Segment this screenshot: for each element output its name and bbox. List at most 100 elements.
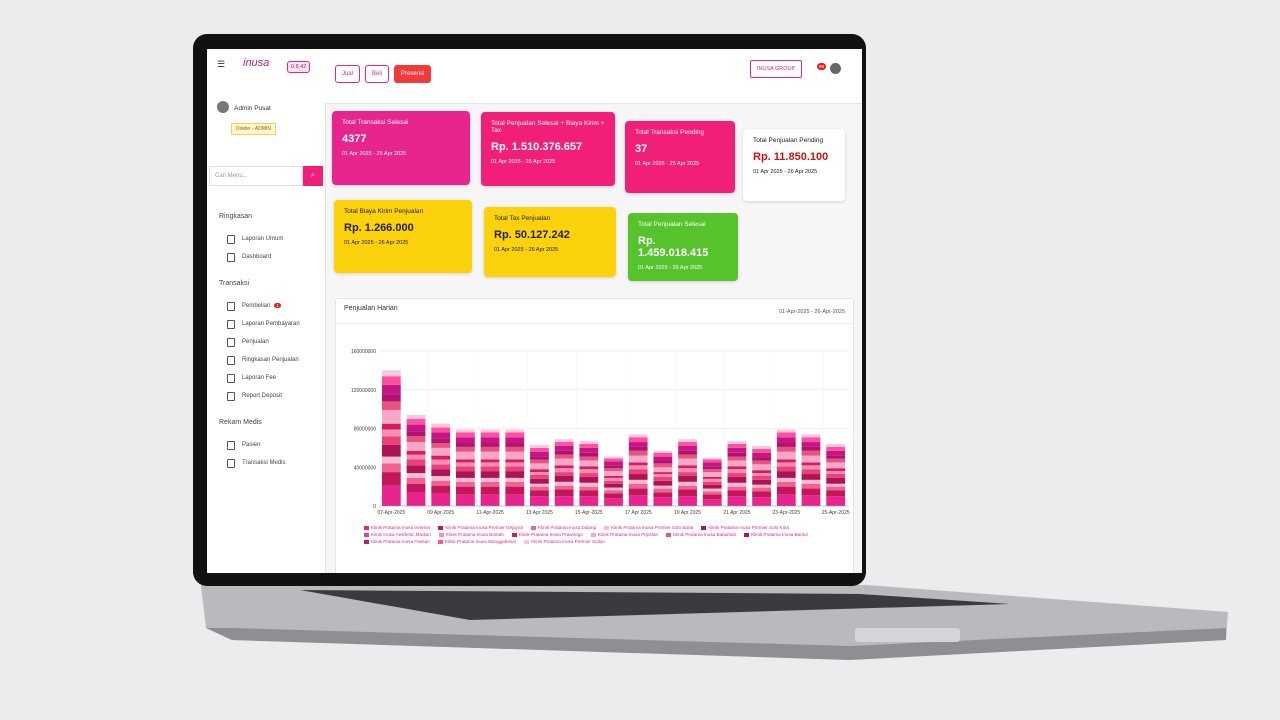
menu-item[interactable]: Laporan Fee [207, 369, 325, 387]
bar-segment [505, 451, 525, 460]
bar-segment [628, 455, 648, 463]
topbar-button[interactable]: Presensi [394, 65, 432, 83]
bar-segment [653, 463, 673, 468]
menu-badge: 1 [274, 303, 281, 308]
card-value: Rp. 11.850.100 [753, 151, 829, 163]
bar-segment [554, 450, 574, 455]
bar-segment [826, 446, 846, 451]
bar-segment [381, 376, 401, 385]
bar-segment [431, 459, 451, 465]
bar-segment [480, 466, 500, 472]
menu-item[interactable]: Pembelian 1 [207, 297, 325, 315]
menu-item[interactable]: Ringkasan Penjualan [207, 351, 325, 369]
topbar-buttons: Jual Beli Presensi [335, 65, 436, 83]
legend-swatch [364, 525, 369, 530]
bar-segment [604, 458, 623, 462]
stat-card: Total Penjualan Pending Rp. 11.850.100 01 … [743, 129, 845, 201]
bar-segment [505, 481, 525, 487]
menu-item[interactable]: Penjualan [207, 333, 325, 351]
bar-segment [826, 483, 846, 487]
bar-segment [702, 491, 722, 495]
bar-segment [530, 472, 549, 475]
legend-item[interactable]: Klinik Inusa Aesthetic Madiun [364, 532, 431, 537]
search-button[interactable]: ⌕ [303, 166, 323, 186]
bar-segment [456, 429, 475, 433]
legend-item[interactable]: Klinik Pratama Inusa Dalang [531, 525, 596, 530]
bar-segment [776, 481, 796, 487]
card-title: Total Transaksi Pending [635, 129, 705, 136]
bar-segment [752, 470, 771, 474]
legend-item[interactable]: Klinik Pratama Inusa Manggabesar [437, 539, 516, 544]
card-period: 01 Apr 2025 - 26 Apr 2025 [638, 265, 703, 271]
bar-segment [554, 442, 574, 446]
legend-item[interactable]: Klinik Pratama Inusa Premier Solo Kota [701, 525, 789, 530]
sidebar: ☰ inusa 0.8.42 Admin Pusat Dokter - ADMI… [207, 49, 326, 573]
bar-segment [406, 414, 426, 419]
y-tick-label: 80000000 [354, 427, 376, 433]
menu-item[interactable]: Laporan Umum [207, 230, 325, 248]
bar-segment [752, 457, 771, 461]
legend-swatch [531, 525, 537, 530]
menu-item[interactable]: Transaksi Medis [207, 454, 325, 472]
legend-item[interactable]: Klinik Pratama Inusa Paskan [364, 539, 430, 544]
legend-label: Klinik Pratama Inusa Veteran [371, 525, 431, 530]
bar-segment [702, 457, 722, 460]
bar-segment [406, 436, 426, 443]
bar-segment [579, 452, 599, 457]
menu-item[interactable]: Laporan Pembayaran [207, 315, 325, 333]
card-period: 01 Apr 2025 - 25 Apr 2025 [342, 151, 407, 157]
bar-segment [554, 475, 574, 482]
screen: ☰ inusa 0.8.42 Admin Pusat Dokter - ADMI… [207, 49, 862, 573]
bar-segment [381, 423, 401, 430]
bar-segment [653, 450, 673, 453]
legend-item[interactable]: Klinik Pratama Inusa Premier Gejayan [438, 525, 523, 530]
profile-avatar[interactable] [830, 63, 841, 74]
bar-segment [826, 474, 846, 478]
bar-segment [381, 436, 401, 445]
bar-segment [678, 496, 697, 506]
bar-segment [727, 466, 747, 470]
bar-segment [480, 459, 500, 463]
legend-item[interactable]: Klinik Pratama Inusa Bantah [438, 532, 504, 537]
bar-segment [727, 444, 747, 448]
legend-item[interactable]: Klinik Pratama Inusa Premier Sultan [524, 539, 605, 544]
menu-item[interactable]: Report Deposit [207, 387, 325, 405]
bar-segment [431, 485, 451, 494]
brand-button[interactable]: INUSA GROUP [750, 60, 803, 78]
menu-icon [227, 459, 235, 468]
bar-segment [431, 493, 451, 506]
bar-segment [381, 394, 401, 402]
bar-segment [406, 483, 426, 493]
bar-segment [456, 462, 475, 467]
menu-item[interactable]: Dashboard [207, 248, 325, 266]
bar-segment [579, 447, 599, 453]
bar-segment [702, 466, 722, 470]
bar-segment [702, 472, 722, 477]
notification-badge[interactable]: 99 [817, 63, 827, 70]
legend-item[interactable]: Klinik Pratama Inusa Pepelan [590, 532, 658, 537]
topbar-button[interactable]: Jual [335, 65, 361, 83]
bar-segment [579, 441, 599, 444]
legend-item[interactable]: Klinik Pratama Inusa Prawirogo [511, 532, 583, 537]
menu-item[interactable]: Pasien [207, 436, 325, 454]
bar-segment [579, 456, 599, 461]
legend-swatch [364, 539, 369, 544]
legend-item[interactable]: Klinik Pratama Inusa Babarsari [666, 532, 736, 537]
legend-item[interactable]: Klinik Pratama Inusa Veteran [364, 525, 430, 530]
card-period: 01 Apr 2025 - 26 Apr 2025 [344, 240, 409, 246]
legend-item[interactable]: Klinik Pratama Inusa Bantul [744, 532, 808, 537]
bar-segment [456, 481, 475, 487]
bar-segment [604, 493, 623, 499]
bar-segment [628, 442, 648, 447]
legend-item[interactable]: Klinik Pratama Inusa Premier Solo Barat [604, 525, 693, 530]
bar-segment [628, 488, 648, 496]
bar-segment [702, 469, 722, 473]
topbar-button[interactable]: Beli [365, 65, 390, 83]
search-input[interactable]: Cari Menu... [209, 166, 303, 186]
bar-segment [530, 496, 549, 506]
card-title: Total Penjualan Pending [753, 137, 824, 144]
bar-segment [801, 437, 821, 443]
menu-label: Laporan Pembayaran [242, 321, 300, 327]
bar-segment [579, 469, 599, 474]
bar-segment [530, 483, 549, 487]
